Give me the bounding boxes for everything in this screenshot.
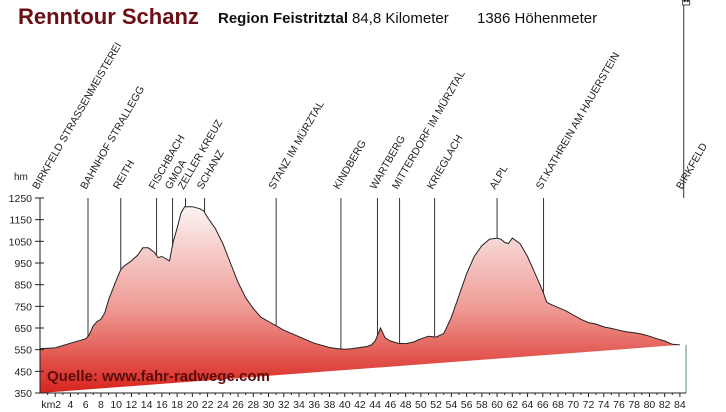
x-tick-label: 70 [567,399,579,411]
x-tick-label: 72 [583,399,595,411]
y-tick-label: 1150 [9,215,32,227]
x-tick-label: 74 [598,399,610,411]
waypoint-label: ST.KATHREIN AM HAUERSTEIN [534,50,622,191]
x-tick-label: 78 [628,399,640,411]
x-tick-label: 14 [141,399,153,411]
x-tick-label: 20 [187,399,199,411]
waypoint-label: MITTERDORF IM MÜRZTAL [390,68,468,191]
y-tick-label: 550 [14,345,32,357]
x-tick-label: 32 [278,399,290,411]
x-tick-label: 60 [491,399,503,411]
y-tick-label: 750 [14,301,32,313]
x-tick-label: 22 [202,399,214,411]
x-tick-label: 28 [247,399,259,411]
x-tick-label: 42 [354,399,366,411]
x-tick-label: 54 [446,399,458,411]
elevation-fill [40,206,680,393]
y-axis-unit: hm [14,172,28,183]
waypoint-label: ALPL [487,163,510,191]
x-tick-label: 68 [552,399,564,411]
x-tick-label: 18 [171,399,183,411]
x-tick-label: 4 [68,399,74,411]
x-tick-label: 6 [83,399,89,411]
route-distance: 84,8 Kilometer [352,10,449,27]
elevation-area [39,206,687,393]
waypoint-label: STANZ IM MÜRZTAL [266,99,326,192]
x-tick-label: 58 [476,399,488,411]
y-tick-label: 1250 [9,193,33,205]
y-tick-label: 350 [14,388,32,400]
route-elevation-gain: 1386 Höhenmeter [477,10,598,27]
y-tick-label: 1050 [9,236,33,248]
x-tick-label: 8 [98,399,104,411]
x-tick-label: 84 [674,399,686,411]
x-tick-label: 82 [659,399,671,411]
x-tick-label: 24 [217,399,229,411]
x-tick-label: 12 [126,399,138,411]
x-tick-label: 46 [385,399,397,411]
x-tick-label: 50 [415,399,427,411]
source-credit: Quelle: www.fahr-radwege.com [47,368,270,385]
elevation-line [39,206,680,350]
waypoint-label: KRIEGLACH [425,133,466,192]
y-axis: hm 350 450 550 650 750 850 950 1050 1150 1250 [9,172,44,400]
x-tick-label: 44 [369,399,381,411]
x-tick-label: 30 [263,399,275,411]
x-tick-label: 52 [430,399,442,411]
y-tick-label: 950 [14,258,32,270]
x-tick-label: 10 [110,399,122,411]
waypoint-label: BIRKFELD STRASSENMEISTEREI [30,40,124,191]
x-tick-label: 34 [293,399,305,411]
x-tick-label: 48 [400,399,412,411]
waypoint-label: REITH [111,158,137,191]
route-title: Renntour Schanz [18,4,199,29]
finish-flag-icon [681,0,691,6]
y-tick-label: 850 [14,280,32,292]
x-tick-label: 66 [537,399,549,411]
x-tick-label: 40 [339,399,351,411]
y-tick-label: 450 [14,366,32,378]
route-region: Region Feistritztal [218,10,349,27]
x-tick-label: 80 [644,399,656,411]
x-tick-label: 62 [506,399,518,411]
x-tick-label: 26 [232,399,244,411]
x-tick-label: 56 [461,399,473,411]
waypoint-label: KINDBERG [331,138,369,191]
x-tick-label: 16 [156,399,168,411]
x-tick-label: 36 [308,399,320,411]
x-tick-label: 38 [324,399,336,411]
x-tick-label: 64 [522,399,534,411]
x-axis: km2 4 6 8 10 12 14 16 18 20 22 24 26 28 30 32 34 36 38 40 42… [40,392,686,411]
waypoint-markers [87,0,685,349]
x-tick-label: 76 [613,399,625,411]
y-tick-label: 650 [14,323,32,335]
x-tick-label: km2 [41,399,61,411]
waypoint-label: BIRKFELD [674,141,710,192]
